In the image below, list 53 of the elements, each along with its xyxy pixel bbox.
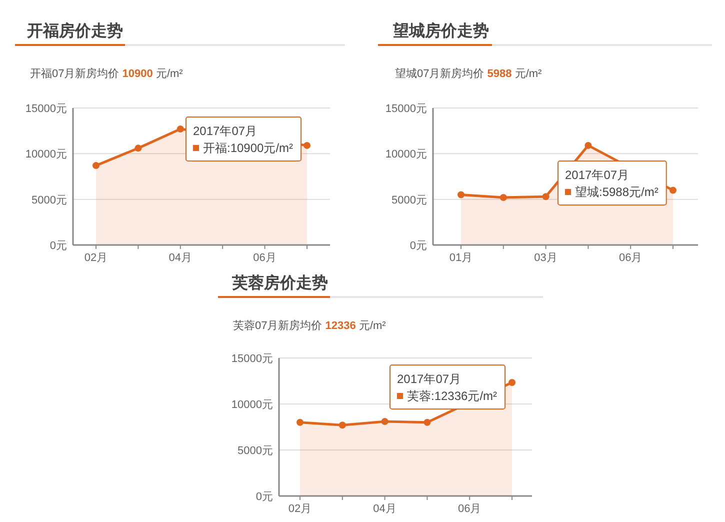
y-tick-label: 0元 [50, 240, 67, 252]
chart-title: 望城房价走势 [392, 21, 489, 40]
y-tick-label: 10000元 [25, 148, 67, 161]
point [381, 418, 388, 425]
point [458, 191, 464, 198]
y-tick-label: 5000元 [32, 194, 67, 206]
y-tick-label: 5000元 [392, 194, 427, 206]
annotation: :12336元/m² [431, 389, 498, 403]
chart-title: 芙蓉房价走势 [231, 273, 328, 292]
chart-title: 开福房价走势 [26, 21, 123, 40]
legend: 开福 [193, 141, 227, 155]
y-tick-label: 5000元 [238, 445, 273, 457]
chart-subtitle: 望城07月新房均价 5988 元/m² [395, 67, 542, 80]
x-tick-label: 06月 [458, 503, 482, 515]
y-tick-label: 0元 [410, 240, 427, 252]
chart-subtitle: 开福07月新房均价 10900 元/m² [30, 67, 184, 80]
x-tick-label: 06月 [253, 252, 276, 264]
x-tick-label: 02月 [84, 252, 108, 264]
annotation: :5988元/m² [599, 185, 658, 199]
point [176, 126, 184, 133]
annotation: 2017年07月 [193, 124, 258, 138]
point [670, 186, 676, 194]
x-tick-label: 04月 [373, 503, 396, 515]
legend-label: 芙蓉 [407, 389, 431, 403]
legend-label: 开福 [203, 141, 227, 155]
point [500, 194, 507, 202]
point [542, 193, 550, 200]
y-tick-label: 10000元 [385, 148, 427, 161]
point [508, 379, 516, 386]
chart-subtitle: 芙蓉07月新房均价 12336 元/m² [233, 319, 386, 332]
x-tick-label: 04月 [168, 252, 192, 264]
x-tick-label: 03月 [534, 252, 558, 264]
legend: 芙蓉 [397, 389, 431, 403]
y-tick-label: 15000元 [231, 353, 273, 365]
x-tick-label: 06月 [618, 252, 642, 264]
y-tick-label: 10000元 [231, 399, 273, 411]
y-tick-label: 15000元 [25, 103, 67, 115]
annotation: 2017年07月 [565, 168, 630, 182]
legend: 望城 [565, 185, 599, 199]
y-tick-label: 0元 [256, 491, 273, 503]
point [92, 162, 100, 170]
point [338, 422, 346, 429]
point [584, 142, 592, 149]
point [424, 418, 431, 426]
legend-label: 望城 [575, 185, 599, 199]
y-tick-label: 15000元 [385, 103, 427, 115]
point [304, 142, 310, 149]
annotation: 2017年07月 [397, 372, 462, 386]
point [134, 144, 142, 152]
annotation: :10900元/m² [227, 141, 294, 155]
point [296, 418, 304, 426]
x-tick-label: 02月 [288, 503, 312, 515]
x-tick-label: 01月 [449, 252, 473, 264]
